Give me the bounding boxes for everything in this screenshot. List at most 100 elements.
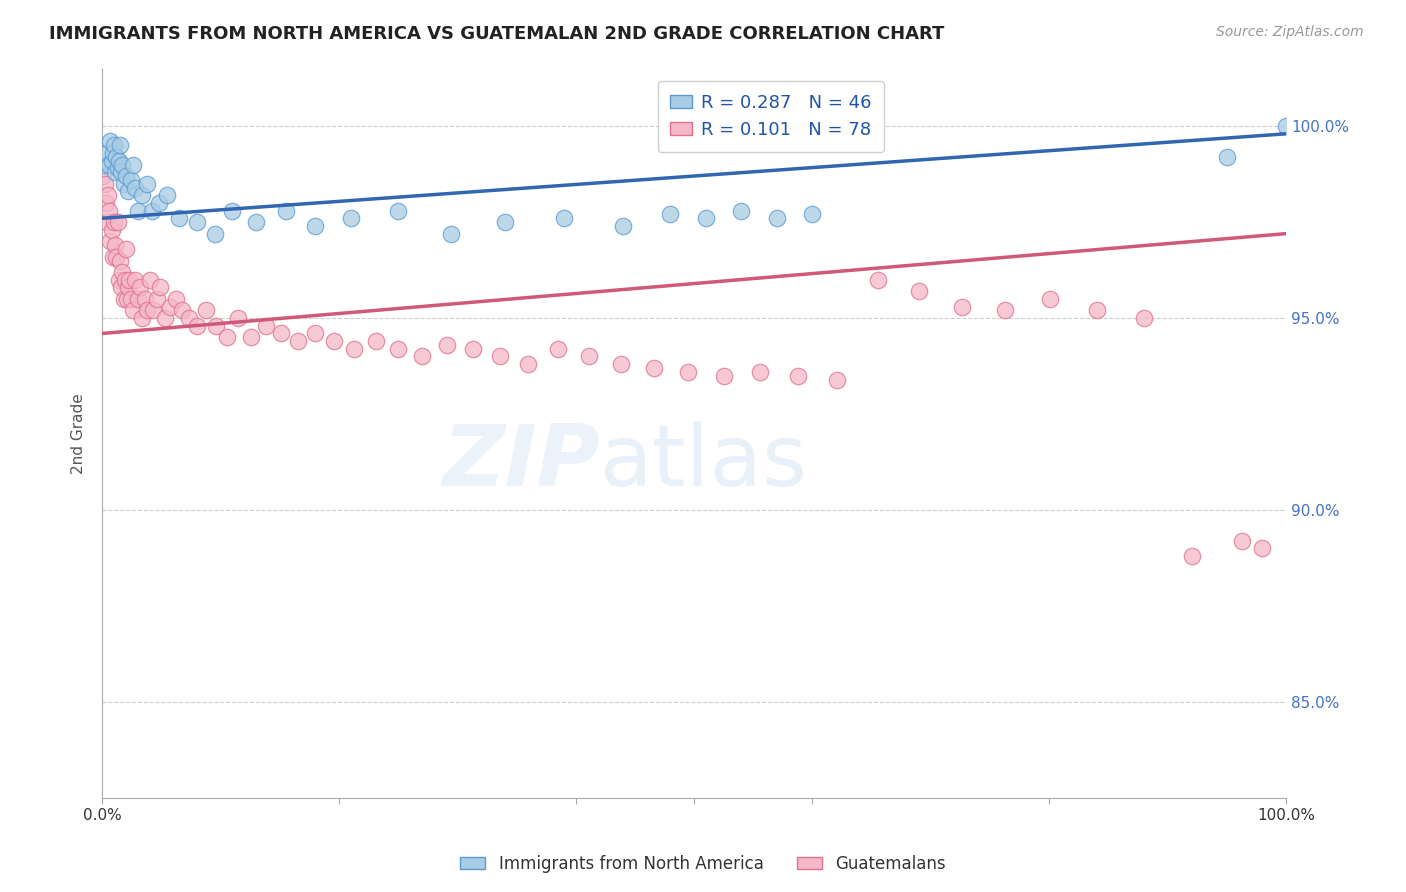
Point [118, 273, 141, 287]
Point [141, 203, 163, 218]
Point [304, 219, 326, 233]
Point [108, 253, 131, 268]
Text: Source: ZipAtlas.com: Source: ZipAtlas.com [1216, 25, 1364, 39]
Point [153, 311, 176, 326]
Point [107, 153, 129, 168]
Point [127, 203, 149, 218]
Point [240, 330, 263, 344]
Point [167, 211, 190, 226]
Point [643, 361, 665, 376]
Point [950, 300, 973, 314]
Point [177, 311, 200, 326]
Point [440, 227, 463, 241]
Point [149, 280, 172, 294]
Point [120, 292, 142, 306]
Point [489, 350, 512, 364]
Point [713, 368, 735, 383]
Point [122, 157, 145, 171]
Point [100, 135, 122, 149]
Point [115, 169, 138, 183]
Point [186, 318, 208, 333]
Point [93, 157, 115, 171]
Point [107, 273, 129, 287]
Point [1181, 549, 1204, 564]
Point [205, 318, 228, 333]
Point [110, 280, 132, 294]
Point [387, 342, 409, 356]
Point [411, 350, 433, 364]
Point [117, 185, 139, 199]
Point [436, 338, 458, 352]
Text: ZIP: ZIP [441, 421, 599, 504]
Point [254, 318, 277, 333]
Point [165, 292, 187, 306]
Point [204, 227, 226, 241]
Point [115, 292, 138, 306]
Point [104, 165, 127, 179]
Point [215, 330, 238, 344]
Point [94, 195, 117, 210]
Point [827, 372, 849, 386]
Y-axis label: 2nd Grade: 2nd Grade [72, 392, 86, 474]
Legend: Immigrants from North America, Guatemalans: Immigrants from North America, Guatemala… [454, 848, 952, 880]
Point [98, 203, 121, 218]
Point [107, 161, 129, 176]
Point [612, 219, 634, 233]
Point [111, 157, 134, 171]
Point [114, 273, 136, 287]
Text: IMMIGRANTS FROM NORTH AMERICA VS GUATEMALAN 2ND GRADE CORRELATION CHART: IMMIGRANTS FROM NORTH AMERICA VS GUATEMA… [49, 25, 945, 43]
Point [115, 242, 138, 256]
Point [323, 334, 346, 348]
Point [494, 215, 516, 229]
Point [138, 273, 160, 287]
Point [129, 280, 152, 294]
Point [695, 211, 717, 226]
Point [122, 303, 145, 318]
Point [287, 334, 309, 348]
Point [1085, 303, 1108, 318]
Point [117, 280, 139, 294]
Point [93, 177, 115, 191]
Text: atlas: atlas [599, 421, 807, 504]
Point [100, 153, 122, 168]
Point [1039, 292, 1062, 306]
Point [730, 203, 752, 218]
Point [578, 350, 600, 364]
Point [1216, 150, 1239, 164]
Point [364, 334, 387, 348]
Point [100, 235, 122, 249]
Point [186, 215, 208, 229]
Point [96, 146, 118, 161]
Point [136, 177, 159, 191]
Point [274, 203, 297, 218]
Point [142, 303, 165, 318]
Point [221, 203, 243, 218]
Point [340, 211, 363, 226]
Point [1251, 541, 1274, 556]
Point [105, 150, 128, 164]
Point [134, 292, 156, 306]
Point [108, 138, 131, 153]
Point [908, 284, 931, 298]
Point [676, 365, 699, 379]
Point [97, 188, 120, 202]
Point [1230, 533, 1253, 548]
Point [124, 180, 146, 194]
Point [245, 215, 267, 229]
Point [127, 292, 149, 306]
Point [994, 303, 1017, 318]
Point [517, 357, 540, 371]
Point [156, 188, 179, 202]
Point [100, 223, 122, 237]
Point [387, 203, 409, 218]
Point [270, 326, 292, 341]
Point [609, 357, 631, 371]
Point [787, 368, 810, 383]
Point [547, 342, 569, 356]
Point [170, 303, 193, 318]
Point [145, 292, 167, 306]
Point [461, 342, 484, 356]
Point [131, 188, 153, 202]
Point [136, 303, 159, 318]
Point [659, 207, 682, 221]
